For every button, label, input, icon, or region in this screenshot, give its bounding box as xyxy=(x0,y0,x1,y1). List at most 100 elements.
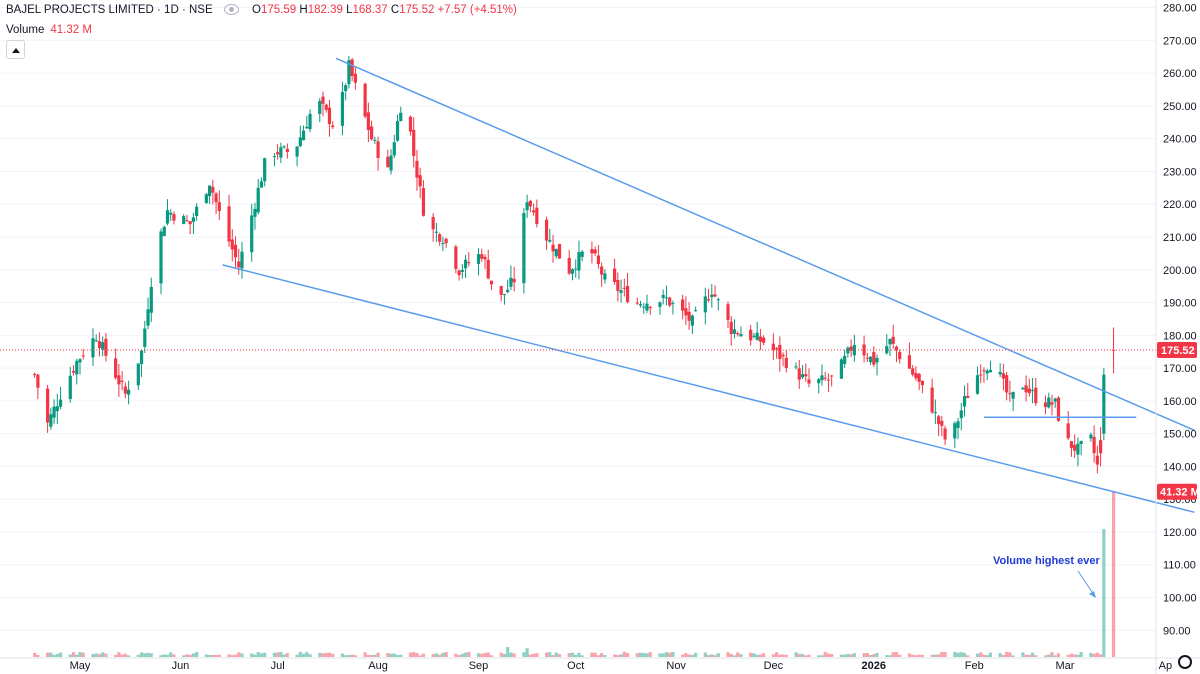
candle xyxy=(127,380,131,405)
volume-bar xyxy=(985,655,989,657)
volume-bar xyxy=(418,655,422,657)
candle xyxy=(1050,394,1054,416)
volume-bar xyxy=(460,653,464,657)
candle xyxy=(49,407,53,430)
trendline-upper[interactable] xyxy=(335,57,1195,432)
candle xyxy=(227,194,231,247)
symbol-title[interactable]: BAJEL PROJECTS LIMITED · 1D · NSE xyxy=(6,4,213,16)
candle xyxy=(1095,445,1099,474)
low-label: L xyxy=(346,4,353,16)
candle xyxy=(872,346,876,367)
volume-bar xyxy=(214,654,218,657)
close-value: 175.52 xyxy=(399,4,435,16)
candle xyxy=(489,280,494,291)
volume-bar xyxy=(1001,655,1005,657)
candle xyxy=(739,326,743,337)
volume-bar xyxy=(114,654,118,657)
volume-bar xyxy=(739,654,743,657)
y-tick-label: 270.00 xyxy=(1163,35,1197,47)
candle xyxy=(282,145,286,149)
volume-bar xyxy=(872,654,876,657)
candle xyxy=(350,57,354,82)
candle xyxy=(185,214,189,222)
y-tick-label: 120.00 xyxy=(1163,527,1197,539)
volume-bar xyxy=(800,654,805,657)
volume-bar xyxy=(1053,655,1057,657)
candle xyxy=(1076,437,1080,467)
candle xyxy=(930,378,934,414)
candle xyxy=(340,81,345,136)
price-badge xyxy=(1157,341,1197,358)
candle xyxy=(1079,440,1083,456)
volume-bar xyxy=(668,652,672,657)
candle xyxy=(749,325,753,346)
volume-bar xyxy=(638,652,643,657)
volume-bar xyxy=(749,652,753,657)
x-tick-label: Nov xyxy=(666,660,686,672)
volume-bar xyxy=(622,651,626,657)
time-axis[interactable]: May Jun Jul Aug Sep Oct Nov Dec 2026 Feb Mar Ap xyxy=(70,660,1173,672)
candle xyxy=(438,232,442,246)
collapse-arrow-icon[interactable] xyxy=(6,40,25,59)
candle xyxy=(956,417,960,440)
settings-gear-icon[interactable] xyxy=(1178,655,1192,669)
x-tick-label: Mar xyxy=(1055,660,1074,672)
volume-bar xyxy=(1092,653,1096,657)
volume-bar xyxy=(191,653,195,657)
volume-bar xyxy=(755,654,759,657)
volume-bar xyxy=(804,655,808,657)
volume-bar xyxy=(885,655,889,657)
candle xyxy=(1021,386,1025,390)
volume-bar xyxy=(975,653,980,657)
candle xyxy=(233,236,238,269)
candle xyxy=(143,320,147,354)
candle xyxy=(645,294,649,313)
candle xyxy=(771,333,775,361)
candle xyxy=(658,301,662,315)
trendline-lower[interactable] xyxy=(222,264,1195,514)
volume-bar xyxy=(386,653,390,657)
volume-bar xyxy=(528,654,532,657)
candle xyxy=(480,248,484,262)
candle xyxy=(91,328,95,366)
candle xyxy=(441,236,445,252)
candle xyxy=(758,328,762,351)
volume-bar xyxy=(276,652,280,657)
volume-bar xyxy=(616,654,620,657)
candle xyxy=(256,178,260,215)
volume-bar xyxy=(839,654,843,657)
eye-icon[interactable] xyxy=(223,4,239,16)
volume-bar xyxy=(182,655,186,657)
volume-bar xyxy=(256,652,260,657)
candle xyxy=(642,303,646,314)
volume-bar xyxy=(58,652,63,657)
candle xyxy=(648,305,652,315)
volume-bar xyxy=(911,654,915,657)
candle xyxy=(982,367,986,383)
volume-bar xyxy=(716,653,720,657)
candle xyxy=(681,294,685,320)
volume-bar xyxy=(933,654,937,657)
candle xyxy=(907,342,912,369)
volume-bar xyxy=(512,653,516,657)
volume-bar xyxy=(389,653,393,657)
candle xyxy=(1092,425,1096,463)
volume-badge-label: 41.32 M xyxy=(1160,487,1200,499)
candle xyxy=(706,288,711,303)
candle xyxy=(797,359,801,389)
candle xyxy=(684,296,688,325)
volume-bar xyxy=(868,654,873,657)
volume-bar xyxy=(250,653,254,657)
candle xyxy=(898,349,902,364)
candle xyxy=(1027,378,1031,397)
candle xyxy=(506,279,510,294)
volume-legend[interactable]: Volume 41.32 M xyxy=(6,24,92,36)
candle xyxy=(97,332,102,357)
candle xyxy=(577,240,581,280)
volume-bar xyxy=(826,653,831,657)
candle xyxy=(703,287,707,325)
volume-bar xyxy=(347,655,351,657)
candle xyxy=(849,339,853,358)
